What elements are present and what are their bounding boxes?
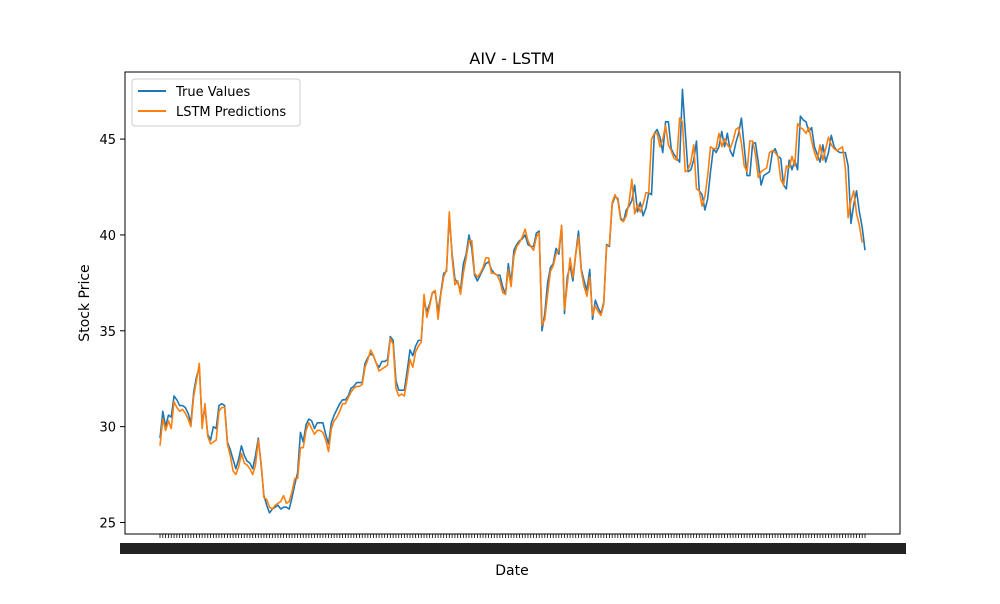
y-tick-label: 40: [99, 229, 116, 244]
y-axis-ticks: 25 30 35 40 45: [99, 133, 125, 531]
y-axis-label: Stock Price: [77, 264, 93, 341]
x-axis-ticks: [120, 534, 906, 554]
x-axis-label: Date: [495, 563, 528, 579]
legend-label-true-values: True Values: [175, 85, 250, 100]
x-tick-labels-overlapped: [120, 543, 906, 554]
series-line-lstm-predictions: [159, 117, 863, 510]
plot-area-frame: [124, 71, 901, 535]
y-tick-label: 25: [99, 516, 116, 531]
y-tick-label: 45: [99, 133, 116, 148]
legend-label-lstm-predictions: LSTM Predictions: [176, 105, 286, 120]
legend: True Values LSTM Predictions: [131, 78, 301, 127]
y-tick-label: 30: [99, 421, 116, 436]
legend-box: [131, 78, 301, 127]
y-tick-label: 35: [99, 325, 116, 340]
series-layer: [159, 88, 866, 514]
chart-title: AIV - LSTM: [469, 49, 554, 68]
